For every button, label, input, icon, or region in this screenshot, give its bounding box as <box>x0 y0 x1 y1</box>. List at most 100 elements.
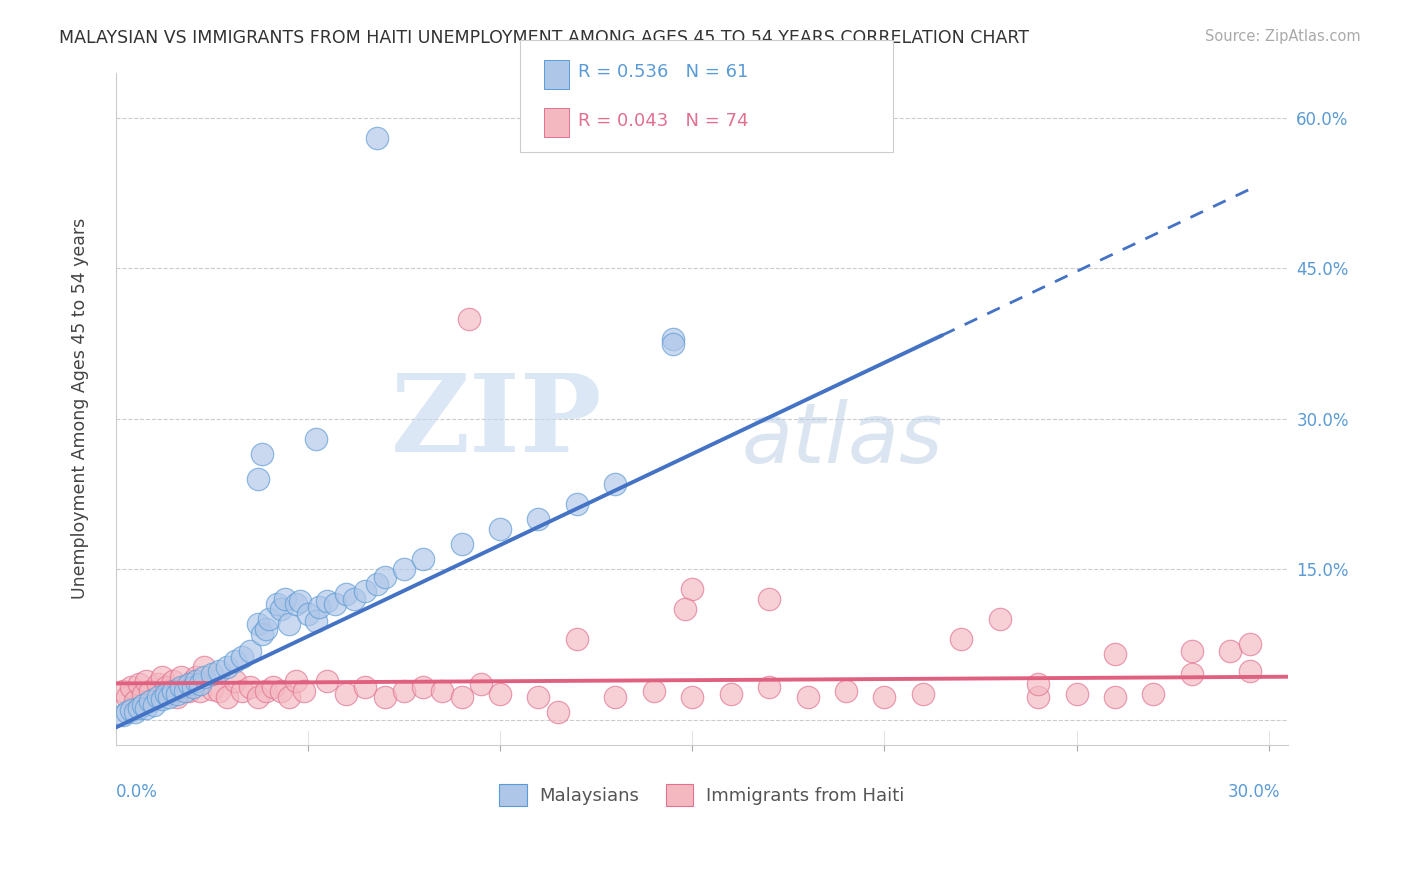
Point <box>112 707 135 722</box>
Point <box>193 670 215 684</box>
Point <box>335 688 357 702</box>
Point <box>201 667 224 681</box>
Point <box>170 681 193 695</box>
Point <box>470 677 492 691</box>
Point <box>527 690 550 705</box>
Point <box>277 617 299 632</box>
Point <box>246 617 269 632</box>
Point <box>1104 690 1126 705</box>
Point <box>643 684 665 698</box>
Point <box>217 660 239 674</box>
Point <box>1142 688 1164 702</box>
Point <box>217 690 239 705</box>
Point <box>150 670 173 684</box>
Point <box>166 688 188 702</box>
Point <box>412 681 434 695</box>
Point <box>1239 665 1261 679</box>
Point <box>159 690 181 705</box>
Point <box>662 332 685 346</box>
Point <box>450 690 472 705</box>
Point <box>565 632 588 647</box>
Point <box>758 681 780 695</box>
Point <box>605 690 627 705</box>
Point <box>316 594 339 608</box>
Point <box>128 700 150 714</box>
Point <box>188 684 211 698</box>
Point <box>239 681 262 695</box>
Text: 0.0%: 0.0% <box>115 782 157 801</box>
Point <box>112 684 135 698</box>
Point <box>835 684 858 698</box>
Point <box>143 698 166 712</box>
Point <box>155 681 177 695</box>
Point <box>277 690 299 705</box>
Point <box>292 684 315 698</box>
Point <box>250 447 273 461</box>
Point <box>392 684 415 698</box>
Point <box>285 674 308 689</box>
Point <box>139 694 162 708</box>
Point <box>162 674 184 689</box>
Point <box>170 670 193 684</box>
Text: ZIP: ZIP <box>391 369 602 475</box>
Point <box>262 681 284 695</box>
Point <box>115 705 138 719</box>
Point <box>720 688 742 702</box>
Text: Source: ZipAtlas.com: Source: ZipAtlas.com <box>1205 29 1361 44</box>
Point <box>186 670 208 684</box>
Point <box>1104 648 1126 662</box>
Legend: Malaysians, Immigrants from Haiti: Malaysians, Immigrants from Haiti <box>492 776 911 813</box>
Point <box>193 660 215 674</box>
Point <box>124 705 146 719</box>
Point <box>208 684 231 698</box>
Point <box>285 597 308 611</box>
Point <box>343 592 366 607</box>
Point <box>489 688 512 702</box>
Point <box>135 700 157 714</box>
Point <box>120 702 142 716</box>
Point <box>274 592 297 607</box>
Point <box>131 688 153 702</box>
Text: 30.0%: 30.0% <box>1227 782 1281 801</box>
Point <box>173 681 195 695</box>
Point <box>1181 667 1204 681</box>
Point <box>1066 688 1088 702</box>
Point <box>450 537 472 551</box>
Point <box>354 681 377 695</box>
Point <box>1026 690 1049 705</box>
Point <box>304 432 326 446</box>
Point <box>188 677 211 691</box>
Point <box>131 698 153 712</box>
Point <box>605 477 627 491</box>
Point <box>681 690 703 705</box>
Point <box>143 692 166 706</box>
Point <box>150 692 173 706</box>
Y-axis label: Unemployment Among Ages 45 to 54 years: Unemployment Among Ages 45 to 54 years <box>72 219 89 599</box>
Point <box>224 674 246 689</box>
Point <box>308 600 330 615</box>
Point <box>246 690 269 705</box>
Point <box>254 623 277 637</box>
Point <box>758 592 780 607</box>
Point <box>1219 644 1241 658</box>
Point <box>673 602 696 616</box>
Point <box>335 587 357 601</box>
Text: R = 0.536   N = 61: R = 0.536 N = 61 <box>578 63 748 81</box>
Point <box>366 131 388 145</box>
Point <box>547 705 569 719</box>
Point <box>181 674 204 689</box>
Point <box>159 684 181 698</box>
Point <box>316 674 339 689</box>
Point <box>231 684 253 698</box>
Point <box>1181 644 1204 658</box>
Point <box>458 311 481 326</box>
Point <box>873 690 896 705</box>
Point <box>239 644 262 658</box>
Point <box>288 594 311 608</box>
Point <box>988 612 1011 626</box>
Point <box>911 688 934 702</box>
Point <box>270 602 292 616</box>
Point <box>128 677 150 691</box>
Point <box>186 674 208 689</box>
Point <box>259 612 281 626</box>
